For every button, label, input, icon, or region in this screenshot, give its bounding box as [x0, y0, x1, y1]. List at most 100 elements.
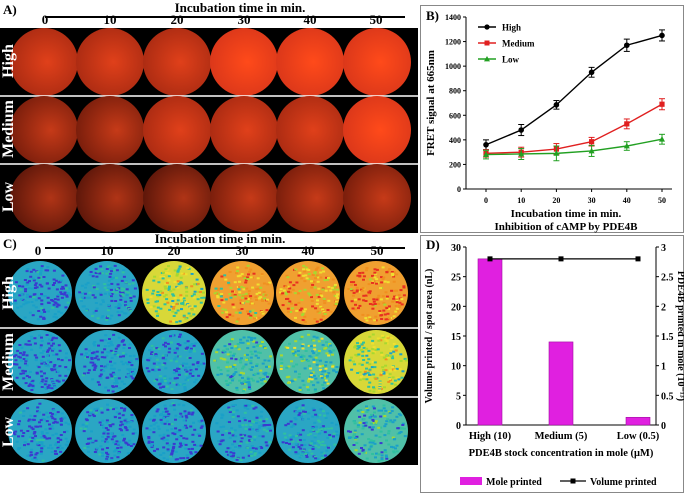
heatmap-speckle — [367, 349, 371, 352]
heatmap-speckle — [102, 432, 106, 435]
heatmap-speckle — [362, 422, 366, 425]
heatmap-speckle — [247, 383, 251, 386]
heatmap-speckle — [166, 434, 170, 437]
heatmap-speckle — [280, 354, 283, 357]
heatmap-speckle — [247, 336, 251, 339]
heatmap-speckle — [319, 276, 323, 279]
heatmap-speckle — [354, 437, 357, 440]
heatmap-speckle — [93, 353, 97, 356]
heatmap-speckle — [252, 345, 256, 348]
heatmap-speckle — [188, 366, 192, 369]
heatmap-speckle — [365, 361, 369, 364]
heatmap-speckle — [26, 343, 30, 346]
heatmap-speckle — [118, 304, 122, 307]
panel-d-label: D) — [426, 237, 440, 252]
heatmap-speckle — [371, 405, 375, 408]
heatmap-speckle — [245, 339, 249, 342]
heatmap-speckle — [228, 421, 231, 424]
heatmap-speckle — [375, 278, 379, 281]
heatmap-speckle — [105, 447, 109, 449]
heatmap-speckle — [224, 379, 228, 382]
heatmap-speckle — [247, 454, 251, 457]
heatmap-speckle — [37, 366, 41, 369]
heatmap-speckle — [231, 455, 235, 458]
heatmap-speckle — [353, 429, 357, 432]
heatmap-speckle — [286, 310, 290, 313]
heatmap-speckle — [116, 310, 120, 313]
x-axis-title: Incubation time in min. — [511, 208, 622, 220]
heatmap-speckle — [111, 385, 115, 388]
heatmap-speckle — [90, 358, 94, 361]
heatmap-speckle — [45, 437, 49, 440]
heatmap-speckle — [228, 447, 232, 450]
heatmap-speckle — [194, 368, 198, 371]
heatmap-speckle — [116, 456, 120, 459]
heatmap-speckle — [290, 425, 294, 428]
heatmap-speckle — [306, 386, 309, 389]
heatmap-speckle — [31, 384, 35, 387]
legend-marker — [484, 56, 490, 62]
heatmap-speckle — [47, 310, 50, 313]
heatmap-speckle — [301, 379, 305, 382]
heatmap-speckle — [50, 379, 54, 381]
heatmap-speckle — [117, 305, 121, 308]
heatmap-speckle — [225, 366, 229, 369]
heatmap-speckle — [380, 372, 384, 374]
heatmap-speckle — [378, 436, 382, 438]
heatmap-speckle — [308, 364, 311, 367]
heatmap-speckle — [178, 445, 182, 448]
heatmap-speckle — [191, 433, 195, 436]
heatmap-speckle — [361, 427, 365, 430]
heatmap-speckle — [358, 415, 362, 418]
heatmap-speckle — [379, 415, 383, 418]
heatmap-speckle — [123, 312, 127, 315]
heatmap-speckle — [314, 457, 318, 460]
heatmap-speckle — [126, 452, 130, 455]
data-point — [588, 147, 595, 154]
panel-c-header-rule — [45, 247, 405, 249]
heatmap-speckle — [32, 268, 36, 271]
heatmap-speckle — [123, 422, 127, 425]
heatmap-speckle — [18, 285, 21, 288]
heatmap-speckle — [130, 414, 134, 416]
heatmap-speckle — [121, 434, 125, 437]
heatmap-speckle — [362, 278, 365, 281]
heatmap-speckle — [58, 280, 62, 283]
heatmap-speckle — [250, 439, 254, 442]
heatmap-speckle — [148, 428, 152, 431]
heatmap-speckle — [109, 343, 113, 346]
heatmap-speckle — [178, 320, 182, 323]
heatmap-speckle — [118, 416, 122, 419]
heatmap-speckle — [296, 432, 300, 435]
heatmap-speckle — [216, 373, 220, 376]
heatmap-speckle — [258, 435, 262, 438]
data-point — [659, 101, 665, 107]
heatmap-speckle — [249, 268, 253, 271]
heatmap-speckle — [230, 347, 234, 349]
heatmap-speckle — [54, 279, 58, 282]
heatmap-speckle — [40, 430, 44, 433]
heatmap-speckle — [67, 423, 71, 426]
heatmap-speckle — [98, 292, 102, 295]
heatmap-speckle — [384, 306, 388, 308]
heatmap-speckle — [107, 342, 111, 345]
heatmap-speckle — [62, 416, 66, 419]
heatmap-speckle — [124, 300, 128, 303]
heatmap-speckle — [177, 403, 181, 406]
heatmap-speckle — [349, 356, 353, 359]
heatmap-speckle — [174, 427, 178, 430]
heatmap-speckle — [187, 448, 191, 451]
heatmap-speckle — [90, 430, 93, 433]
heatmap-speckle — [57, 358, 60, 361]
heatmap-speckle — [386, 336, 390, 339]
heatmap-speckle — [56, 437, 60, 440]
heatmap-speckle — [85, 309, 89, 312]
heatmap-speckle — [30, 448, 34, 451]
heatmap-speckle — [361, 287, 365, 290]
heatmap-speckle — [29, 335, 33, 338]
panel-d-frame — [420, 235, 684, 493]
heatmap-speckle — [347, 288, 351, 290]
heatmap-speckle — [86, 356, 89, 359]
heatmap-speckle — [247, 386, 251, 389]
heatmap-speckle — [24, 382, 28, 385]
